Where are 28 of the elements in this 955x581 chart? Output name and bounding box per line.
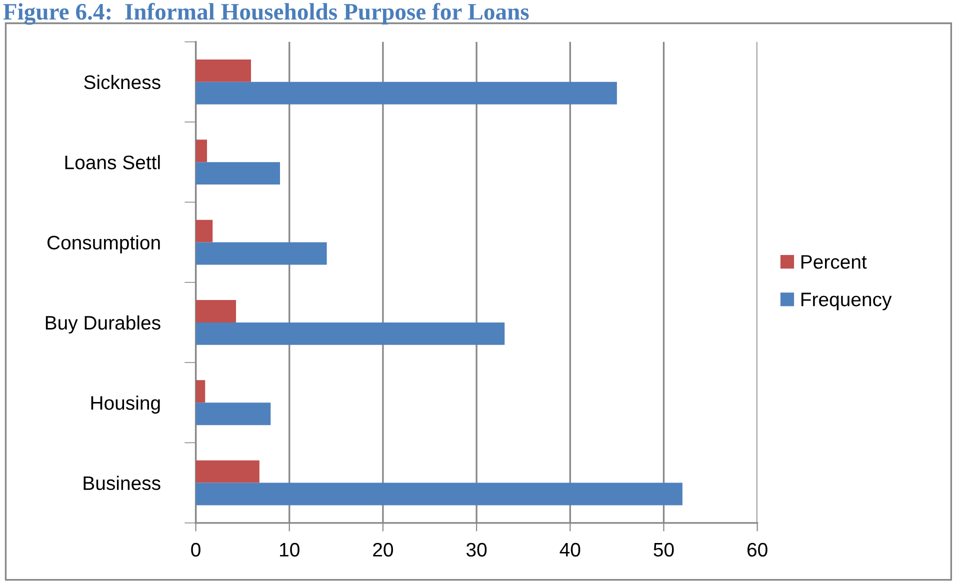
x-tick-label: 10 [280, 542, 300, 557]
x-tick-label: 0 [191, 542, 200, 557]
bar [196, 402, 271, 426]
bar [196, 482, 682, 506]
y-tick-label: Housing [91, 396, 160, 414]
bar [196, 460, 260, 483]
bar [196, 242, 327, 265]
x-tick-label: 40 [560, 542, 580, 557]
y-tick-label: Loans Settl [65, 155, 160, 170]
bar [196, 380, 206, 403]
bar [196, 322, 505, 345]
chart-title: Figure 6.4: Informal Households Purpose for Loans [3, 2, 529, 25]
bar [196, 220, 213, 242]
bar [196, 140, 208, 162]
legend-label: Frequency [801, 292, 892, 310]
y-tick-label: Business [84, 476, 160, 490]
y-tick-label: Buy Durables [46, 315, 160, 334]
bar [196, 82, 617, 104]
x-tick-label: 20 [373, 542, 394, 557]
bar [196, 300, 236, 322]
x-tick-label: 30 [466, 542, 487, 557]
x-tick-label: 50 [654, 542, 674, 557]
bar [196, 162, 280, 185]
legend-label: Percent [801, 255, 867, 269]
y-tick-label: Consumption [47, 235, 160, 254]
y-tick-label: Sickness [84, 74, 160, 90]
bar [196, 59, 251, 82]
x-tick-label: 60 [747, 542, 768, 557]
